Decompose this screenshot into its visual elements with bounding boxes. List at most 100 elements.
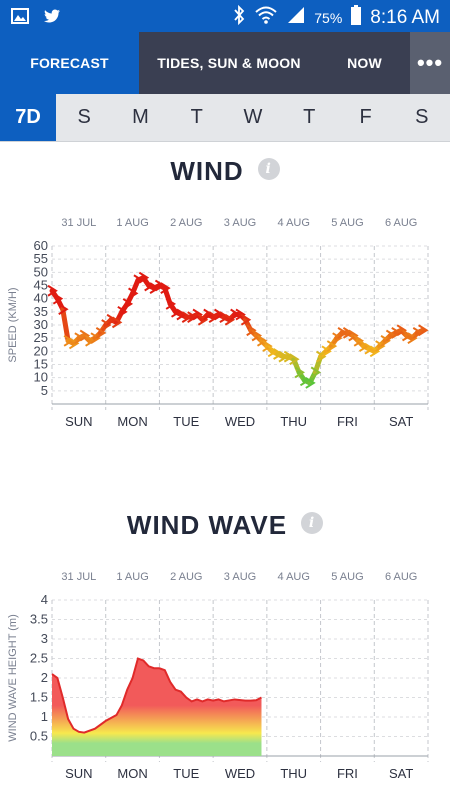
x-tick-label: MON: [117, 766, 147, 781]
y-tick-label: 1.5: [30, 690, 48, 705]
x-tick-label: SUN: [65, 414, 92, 429]
x-tick-label: SAT: [389, 414, 413, 429]
wind-line-segment: [60, 306, 71, 344]
wind-direction-mark: [369, 345, 381, 358]
wind-direction-mark: [294, 366, 305, 379]
y-tick-label: 3.5: [30, 612, 48, 627]
wave-line: [51, 657, 262, 734]
date-label: 5 AUG: [331, 571, 363, 583]
date-label: 4 AUG: [278, 217, 310, 229]
day-tuesday[interactable]: T: [190, 106, 203, 128]
wind-direction-mark: [197, 313, 209, 326]
y-tick-label: 45: [34, 278, 48, 293]
wind-direction-mark: [332, 332, 343, 345]
wind-chart: 31 JUL 1 AUG 2 AUG 3 AUG 4 AUG 5 AUG 6 AUG 5101…: [7, 217, 429, 429]
date-label: 4 AUG: [278, 571, 310, 583]
date-label: 6 AUG: [385, 571, 417, 583]
y-tick-label: 2.5: [30, 651, 48, 666]
y-tick-label: 1: [41, 709, 48, 724]
wind-direction-mark: [240, 313, 252, 326]
wind-direction-mark: [122, 298, 134, 310]
x-tick-label: THU: [280, 414, 307, 429]
y-tick-label: 3: [41, 631, 48, 646]
wind-direction-mark: [165, 298, 177, 310]
date-label: 2 AUG: [170, 217, 202, 229]
bluetooth-icon: [232, 4, 246, 32]
wind-direction-mark: [235, 308, 246, 321]
wind-direction-mark: [117, 305, 128, 318]
wind-wave-title-row: WIND WAVE i: [0, 510, 450, 541]
wind-direction-mark: [101, 319, 112, 331]
x-tick-label: TUE: [173, 766, 199, 781]
day-friday[interactable]: F: [359, 106, 372, 128]
date-label: 3 AUG: [224, 571, 256, 583]
day-selector: 7D S M T W T F S: [0, 94, 450, 142]
day-monday[interactable]: M: [132, 106, 149, 128]
wind-direction-mark: [160, 282, 171, 294]
wind-direction-mark: [375, 340, 386, 352]
top-tab-bar: FORECAST TIDES, SUN & MOON NOW •••: [0, 32, 450, 94]
wind-direction-mark: [316, 350, 327, 363]
date-label: 6 AUG: [385, 217, 417, 229]
tab-now[interactable]: NOW: [347, 55, 382, 71]
wind-direction-mark: [262, 340, 273, 352]
day-7d[interactable]: 7D: [0, 94, 56, 141]
y-tick-label: 40: [34, 291, 48, 306]
y-tick-label: 10: [34, 370, 48, 385]
battery-percent: 75%: [314, 10, 343, 26]
wind-title-row: WIND i: [0, 156, 450, 187]
y-tick-label: 5: [41, 383, 48, 398]
wind-direction-mark: [138, 271, 150, 284]
wind-direction-mark: [337, 327, 348, 339]
x-tick-label: FRI: [337, 766, 358, 781]
wind-direction-mark: [418, 324, 429, 337]
more-options-button[interactable]: •••: [410, 32, 450, 94]
wind-direction-mark: [289, 353, 300, 366]
signal-icon: [286, 5, 306, 31]
x-tick-label: MON: [117, 414, 147, 429]
y-axis-label: SPEED (KM/H): [7, 287, 19, 362]
wind-direction-mark: [79, 329, 91, 342]
date-label: 5 AUG: [331, 217, 363, 229]
wind-direction-mark: [230, 308, 241, 321]
wind-title: WIND: [170, 156, 244, 186]
date-label: 31 JUL: [61, 217, 96, 229]
tab-tides-sun-moon[interactable]: TIDES, SUN & MOON: [157, 55, 301, 71]
y-tick-label: 55: [34, 251, 48, 266]
y-tick-label: 4: [41, 592, 48, 607]
y-tick-label: 30: [34, 317, 48, 332]
wind-direction-mark: [256, 334, 268, 347]
image-icon: [10, 6, 30, 31]
tab-forecast[interactable]: FORECAST: [0, 32, 139, 94]
wind-direction-mark: [348, 329, 359, 342]
day-sunday[interactable]: S: [77, 106, 91, 128]
wind-direction-mark: [111, 316, 123, 329]
wind-direction-mark: [321, 345, 332, 358]
wind-wave-info-icon[interactable]: i: [301, 512, 324, 535]
wind-direction-mark: [278, 350, 289, 363]
wind-wave-chart: 31 JUL 1 AUG 2 AUG 3 AUG 4 AUG 5 AUG 6 AUG 0.5 1…: [7, 571, 429, 781]
day-wednesday[interactable]: W: [243, 106, 263, 128]
day-saturday[interactable]: S: [415, 106, 429, 128]
battery-icon: [350, 4, 362, 32]
y-tick-label: 25: [34, 330, 48, 345]
y-tick-label: 50: [34, 264, 48, 279]
y-axis-label: WIND WAVE HEIGHT (m): [7, 614, 19, 742]
date-label: 3 AUG: [224, 217, 256, 229]
wind-direction-mark: [68, 337, 80, 350]
wind-info-icon[interactable]: i: [257, 158, 280, 181]
wind-direction-mark: [353, 334, 365, 347]
wifi-icon: [254, 5, 278, 31]
wind-direction-mark: [407, 332, 418, 345]
wave-area: [52, 658, 262, 756]
wind-direction-mark: [128, 287, 139, 300]
wind-direction-mark: [380, 334, 391, 347]
x-tick-label: SAT: [389, 766, 413, 781]
day-thursday[interactable]: T: [303, 106, 316, 128]
wind-direction-mark: [47, 284, 58, 297]
date-label: 1 AUG: [116, 571, 148, 583]
wind-direction-mark: [95, 327, 107, 339]
wind-direction-mark: [251, 329, 263, 342]
date-label: 2 AUG: [170, 571, 202, 583]
x-tick-label: WED: [225, 766, 255, 781]
